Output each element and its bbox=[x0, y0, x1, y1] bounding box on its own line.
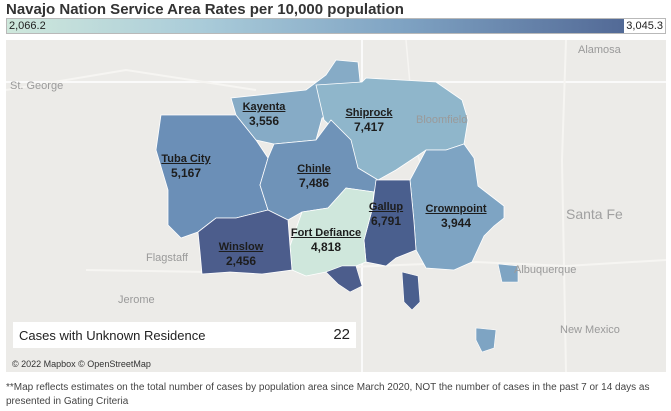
map-attribution[interactable]: © 2022 Mapbox © OpenStreetMap bbox=[12, 359, 151, 369]
area-label-chinle[interactable]: Chinle 7,486 bbox=[297, 163, 331, 190]
place-alamosa: Alamosa bbox=[578, 44, 621, 56]
place-jerome: Jerome bbox=[118, 294, 155, 306]
road bbox=[6, 68, 257, 91]
place-santa-fe: Santa Fe bbox=[566, 206, 623, 222]
unknown-residence-label: Cases with Unknown Residence bbox=[19, 328, 206, 343]
place-flagstaff: Flagstaff bbox=[146, 252, 188, 264]
place-bloomfield: Bloomfield bbox=[416, 114, 468, 126]
footnote: **Map reflects estimates on the total nu… bbox=[6, 382, 650, 407]
road bbox=[560, 40, 567, 372]
area-crownpoint[interactable] bbox=[409, 143, 505, 271]
area-label-fort-defiance[interactable]: Fort Defiance 4,818 bbox=[290, 227, 362, 254]
map-canvas[interactable]: St. George Alamosa Bloomfield Santa Fe F… bbox=[6, 40, 666, 372]
area-label-crownpoint[interactable]: Crownpoint 3,944 bbox=[425, 203, 487, 230]
area-winslow[interactable] bbox=[197, 209, 293, 275]
area-winslow-satellite[interactable] bbox=[325, 265, 363, 293]
map-title: Navajo Nation Service Area Rates per 10,… bbox=[6, 1, 404, 18]
area-crownpoint-satellite[interactable] bbox=[475, 327, 497, 353]
place-new-mexico: New Mexico bbox=[560, 324, 620, 336]
map-layer bbox=[6, 40, 666, 372]
color-legend: 2,066.2 3,045.3 bbox=[6, 18, 666, 34]
area-label-kayenta[interactable]: Kayenta 3,556 bbox=[242, 101, 286, 128]
area-label-shiprock[interactable]: Shiprock 7,417 bbox=[345, 107, 393, 134]
area-fort-defiance[interactable] bbox=[289, 187, 375, 277]
area-label-winslow[interactable]: Winslow 2,456 bbox=[218, 241, 264, 268]
area-label-gallup[interactable]: Gallup 6,791 bbox=[368, 201, 404, 228]
area-crownpoint-satellite[interactable] bbox=[497, 263, 519, 283]
legend-max: 3,045.3 bbox=[624, 19, 665, 33]
place-albuquerque: Albuquerque bbox=[514, 264, 577, 276]
area-label-tuba-city[interactable]: Tuba City 5,167 bbox=[161, 153, 211, 180]
place-st-george: St. George bbox=[10, 80, 64, 92]
road bbox=[85, 259, 666, 274]
legend-min: 2,066.2 bbox=[9, 20, 46, 32]
area-gallup-satellite[interactable] bbox=[401, 271, 421, 311]
unknown-residence-value: 22 bbox=[333, 326, 350, 343]
unknown-residence-panel: Cases with Unknown Residence 22 bbox=[13, 322, 356, 348]
